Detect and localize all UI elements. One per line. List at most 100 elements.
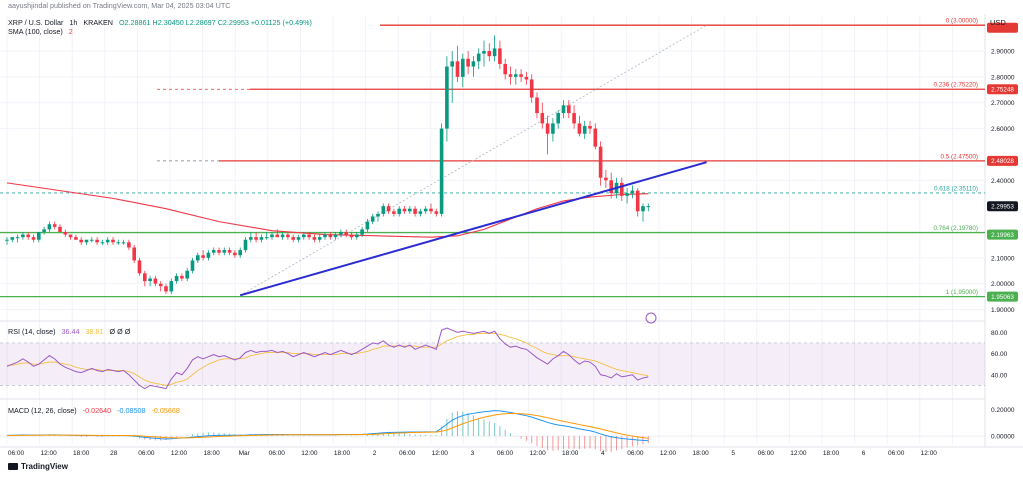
candle-down (545, 123, 550, 134)
candle-down (392, 211, 396, 214)
fib-level-label: 0.618 (2.35110) (934, 185, 978, 192)
time-tick-label: 18:00 (73, 450, 90, 457)
macd-signal-line (7, 412, 649, 439)
time-tick-label: 06:00 (8, 450, 25, 457)
candle-down (275, 234, 280, 238)
time-tick-label: 18:00 (203, 450, 220, 457)
candle-down (604, 177, 608, 181)
price-badge-label: 2.75248 (991, 87, 1014, 94)
price-badge-label: 2.29953 (991, 204, 1014, 211)
price-change: +0.01125 (+0.49%) (250, 18, 312, 27)
ohlc-open: O2.28861 (118, 18, 151, 27)
candle-down (609, 180, 613, 194)
candle-down (201, 255, 205, 258)
candle-down (429, 208, 433, 212)
candle-up (630, 190, 635, 194)
candle-up (646, 206, 651, 208)
price-tick-label: 1.90000 (991, 307, 1015, 314)
price-badge (987, 84, 1018, 95)
fib-level-label: 0.764 (2.19780) (934, 225, 978, 232)
time-tick-label: 28 (110, 450, 118, 457)
candle-down (434, 211, 439, 214)
candle-up (323, 234, 327, 238)
candle-up (439, 128, 444, 214)
candle-down (158, 283, 163, 287)
candle-up (339, 231, 343, 235)
candle-up (42, 229, 46, 232)
candle-up (190, 260, 195, 271)
fib-level-label: 0.236 (2.75220) (934, 82, 978, 89)
candle-down (529, 79, 534, 98)
price-tick-label: 2.70000 (991, 100, 1015, 107)
candle-down (63, 231, 68, 235)
candle-down (180, 275, 184, 279)
currency-label: USD (990, 18, 1006, 27)
price-badge (987, 201, 1018, 212)
candle-up (461, 58, 465, 77)
candle-up (582, 125, 587, 134)
interval: 1h (69, 18, 78, 27)
candle-up (222, 250, 227, 253)
time-tick-label: 6 (862, 450, 866, 457)
sma-legend[interactable]: SMA (100, close) 2 (8, 27, 73, 36)
price-tick-label: 2.60000 (991, 126, 1015, 133)
candle-down (153, 278, 158, 284)
price-tick-label: 2.90000 (991, 49, 1015, 56)
candle-down (540, 113, 545, 124)
candle-up (238, 250, 242, 256)
time-tick-label: 06:00 (758, 450, 775, 457)
candle-up (445, 66, 449, 129)
candle-down (132, 247, 136, 261)
candle-up (365, 221, 370, 230)
time-tick-label: 06:00 (269, 450, 286, 457)
tradingview-logo: TradingView (8, 462, 68, 471)
candle-up (84, 239, 89, 243)
time-tick-label: 12:00 (171, 450, 188, 457)
time-tick-label: Mar (239, 450, 251, 457)
candle-down (52, 224, 57, 227)
candle-up (105, 239, 110, 243)
symbol-name[interactable]: XRP / U.S. Dollar (8, 18, 64, 27)
price-badge (987, 155, 1018, 166)
macd-legend[interactable]: MACD (12, 26, close) -0.02640 -0.08508 -… (8, 406, 180, 415)
candle-down (503, 63, 507, 75)
candle-up (270, 234, 274, 238)
candle-down (164, 286, 168, 292)
time-tick-label: 2 (373, 450, 377, 457)
fib-level-label: 0 (3.00000) (946, 18, 978, 25)
candle-down (588, 125, 592, 129)
support-trendline (239, 161, 707, 297)
time-tick-label: 12:00 (301, 450, 318, 457)
candle-up (90, 239, 94, 241)
time-tick-label: 18:00 (334, 450, 351, 457)
price-badge-label: 2.48028 (991, 158, 1014, 165)
time-tick-label: 18:00 (692, 450, 709, 457)
candle-up (37, 231, 41, 240)
candle-up (185, 270, 189, 279)
rsi-tick-label: 80.00 (991, 330, 1008, 337)
fib-level-label: 1 (1.95000) (946, 289, 978, 296)
sma-100-line (6, 182, 649, 238)
candle-down (519, 74, 523, 77)
candle-down (95, 239, 99, 243)
candle-up (296, 237, 301, 240)
rsi-legend[interactable]: RSI (14, close) 36.44 38.81 Ø Ø Ø (8, 327, 131, 336)
candle-up (169, 281, 174, 292)
candle-down (402, 208, 407, 212)
candle-up (21, 234, 25, 238)
candle-down (79, 239, 83, 243)
candle-up (556, 113, 560, 124)
time-tick-label: 12:00 (529, 450, 546, 457)
candle-up (360, 229, 364, 235)
time-tick-label: 12:00 (432, 450, 449, 457)
candle-up (174, 275, 179, 282)
rsi-tick-label: 60.00 (991, 351, 1008, 358)
fib-level-label: 0.5 (2.47500) (941, 153, 978, 160)
candle-up (397, 208, 401, 214)
time-tick-label: 3 (471, 450, 475, 457)
candle-up (211, 250, 216, 253)
candle-down (328, 234, 333, 238)
candle-up (482, 51, 486, 54)
symbol-legend[interactable]: XRP / U.S. Dollar 1h KRAKEN O2.28861 H2.… (8, 18, 312, 27)
